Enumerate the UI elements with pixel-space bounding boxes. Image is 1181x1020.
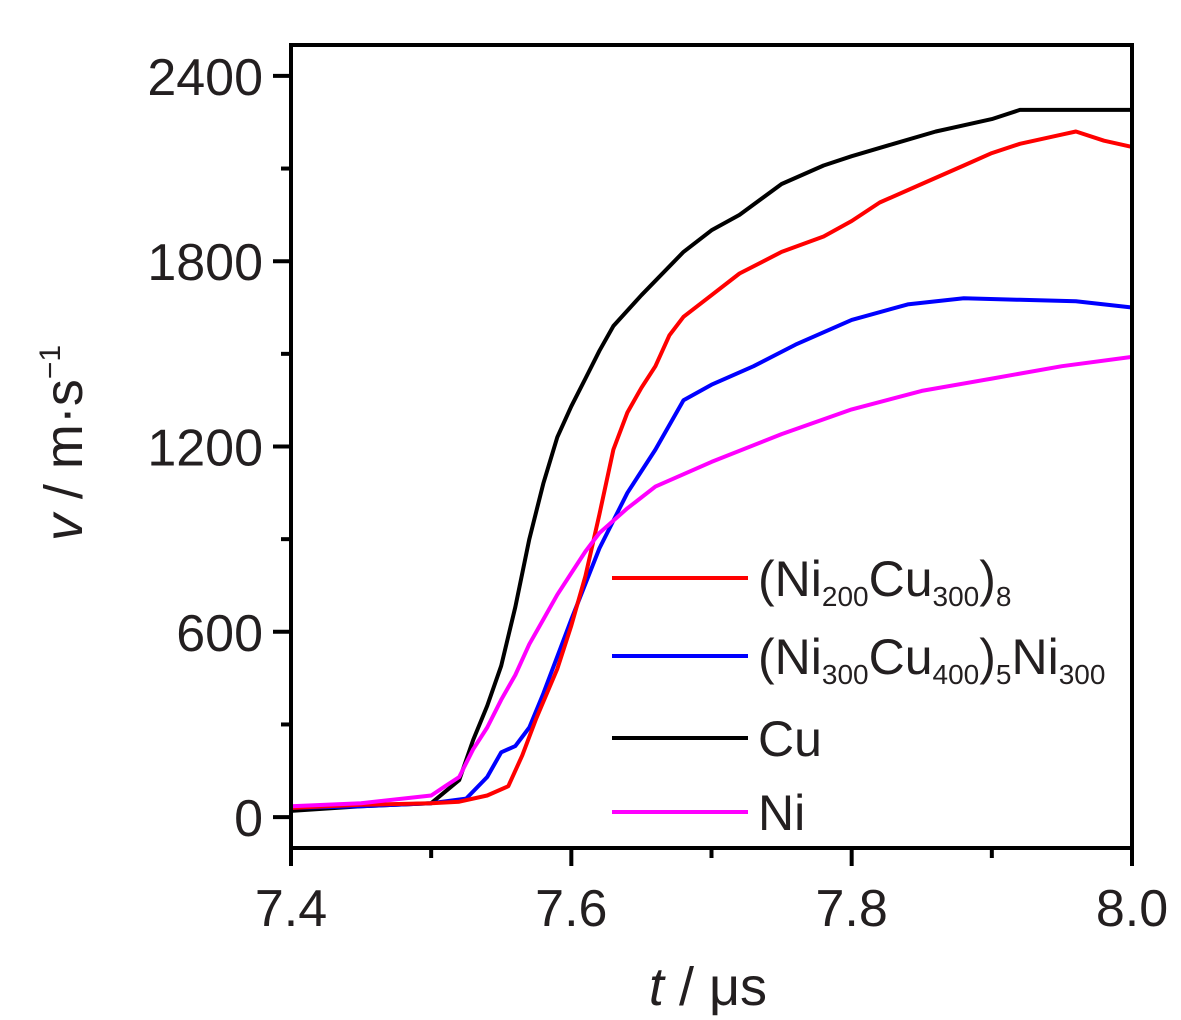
legend-label: Ni <box>758 785 805 841</box>
legend-label: Cu <box>758 711 822 767</box>
legend-label: (Ni200Cu300)8 <box>758 551 1011 612</box>
series-line-3 <box>290 354 1133 809</box>
y-tick-label: 0 <box>234 790 263 848</box>
y-axis-title: v / m·s−1 <box>34 345 94 541</box>
series-line-1 <box>290 296 1133 810</box>
y-tick-label: 600 <box>176 605 263 663</box>
y-tick-label: 2400 <box>147 49 263 107</box>
legend-label: (Ni300Cu400)5Ni300 <box>758 629 1105 690</box>
x-tick-label: 7.6 <box>535 880 607 938</box>
series-layer <box>290 107 1133 813</box>
x-tick-label: 7.4 <box>255 880 327 938</box>
x-axis-title: t / μs <box>649 957 767 1017</box>
series-line-2 <box>290 107 1132 813</box>
x-axis-unit: / μs <box>664 957 767 1017</box>
series-line-0 <box>290 129 1133 810</box>
x-tick-label: 8.0 <box>1096 880 1168 938</box>
plot-frame <box>289 43 1134 850</box>
x-tick-label: 7.8 <box>816 880 888 938</box>
x-axis-variable: t <box>649 957 666 1017</box>
y-axis-unit-exponent: −1 <box>34 345 67 379</box>
ticks-layer: 7.4 7.6 7.8 8.0 0 600 1200 1800 2400 <box>147 49 1168 938</box>
y-tick-label: 1200 <box>147 420 263 478</box>
legend: (Ni200Cu300)8 (Ni300Cu400)5Ni300 Cu Ni <box>612 551 1105 841</box>
y-axis-unit: / m·s <box>34 379 94 514</box>
y-tick-label: 1800 <box>147 234 263 292</box>
y-axis-variable: v <box>34 511 94 541</box>
